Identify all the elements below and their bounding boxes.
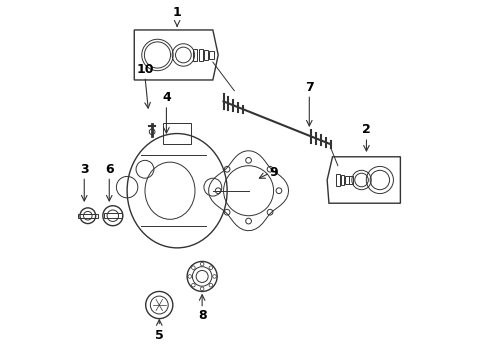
Bar [78, 213, 98, 218]
Bar [345, 176, 348, 184]
Text: 5: 5 [155, 329, 164, 342]
Text: 8: 8 [198, 309, 206, 322]
Text: 1: 1 [173, 6, 181, 19]
Text: 2: 2 [362, 123, 371, 136]
Text: 7: 7 [305, 81, 314, 94]
Bar [204, 50, 208, 60]
Text: 4: 4 [162, 91, 171, 104]
Text: 6: 6 [105, 163, 114, 176]
Bar [341, 175, 344, 185]
Bar [193, 49, 197, 62]
Bar [163, 123, 192, 144]
Bar [349, 176, 353, 184]
Text: 3: 3 [80, 163, 89, 176]
Bar [198, 49, 203, 61]
Bar [104, 213, 122, 218]
Text: 9: 9 [270, 166, 278, 179]
Text: 10: 10 [136, 63, 154, 76]
Bar [336, 174, 340, 186]
Bar [209, 51, 214, 59]
